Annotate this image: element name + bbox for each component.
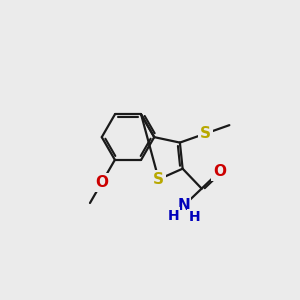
Text: H: H <box>189 210 200 224</box>
Text: O: O <box>213 164 226 179</box>
Text: S: S <box>200 126 211 141</box>
Text: N: N <box>177 198 190 213</box>
Text: H: H <box>167 209 179 223</box>
Text: S: S <box>153 172 164 187</box>
Text: O: O <box>95 175 108 190</box>
